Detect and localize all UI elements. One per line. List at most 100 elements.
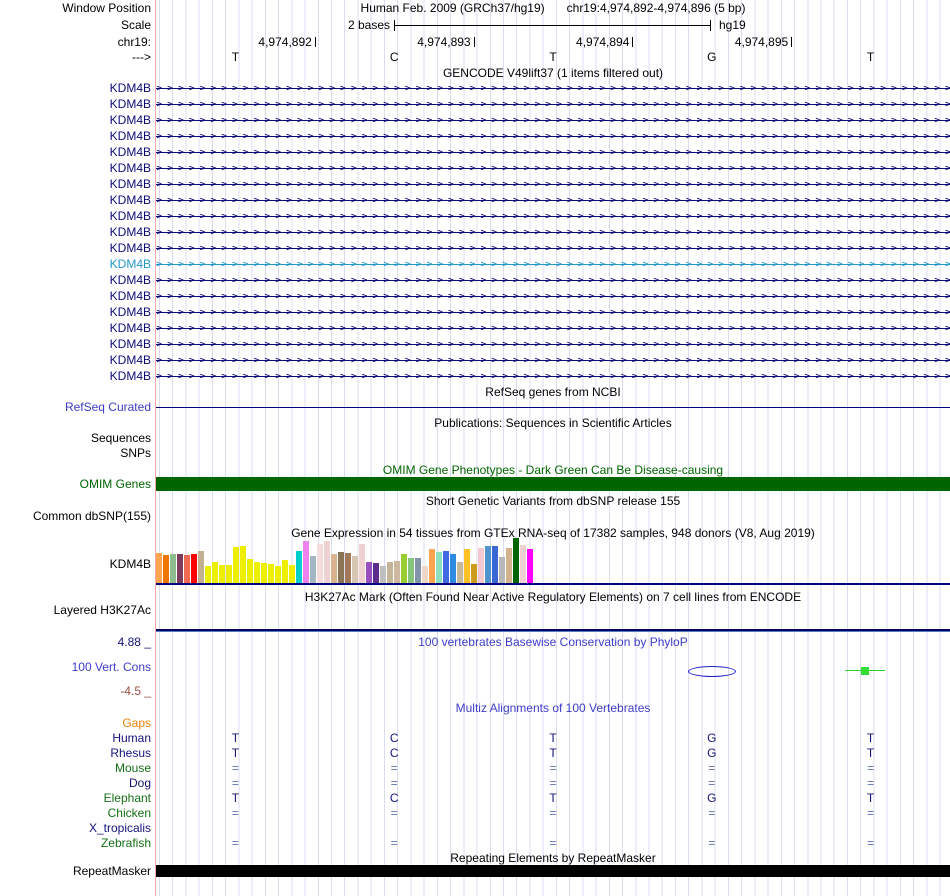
gtex-expression-bar[interactable] <box>373 563 379 583</box>
gtex-expression-bar[interactable] <box>485 546 491 583</box>
multiz-species-row[interactable]: Dog = = = = = <box>0 776 950 791</box>
gtex-expression-bar[interactable] <box>464 549 470 583</box>
gencode-transcript-label[interactable]: KDM4B <box>109 177 151 191</box>
multiz-species-label[interactable]: Dog <box>128 776 151 790</box>
gtex-expression-bar[interactable] <box>492 546 498 583</box>
repeatmasker-track-title[interactable]: Repeating Elements by RepeatMasker <box>450 851 656 865</box>
gtex-expression-bar[interactable] <box>331 554 337 583</box>
snps-label[interactable]: SNPs <box>120 446 151 460</box>
multiz-species-row[interactable]: Elephant T C T G T <box>0 791 950 806</box>
multiz-track-title[interactable]: Multiz Alignments of 100 Vertebrates <box>455 701 651 715</box>
multiz-species-label[interactable]: Zebrafish <box>100 836 151 850</box>
gtex-expression-bar[interactable] <box>289 565 295 583</box>
gtex-expression-bar[interactable] <box>513 538 519 583</box>
omim-gene-bar[interactable] <box>156 477 950 491</box>
gtex-expression-bar[interactable] <box>170 554 176 583</box>
gtex-expression-bar[interactable] <box>219 565 225 583</box>
multiz-species-row[interactable]: Gaps <box>0 716 950 731</box>
gtex-expression-bar[interactable] <box>499 557 505 583</box>
gencode-transcript-label[interactable]: KDM4B <box>109 193 151 207</box>
gencode-transcript-label[interactable]: KDM4B <box>109 337 151 351</box>
gencode-transcript-row[interactable]: KDM4B >>>>>>>>>>>>>>>>>>>>>>>>>>>>>>>>>>>… <box>0 272 950 288</box>
gencode-transcript-glyph[interactable]: >>>>>>>>>>>>>>>>>>>>>>>>>>>>>>>>>>>>>>>>… <box>156 352 950 368</box>
sequences-label[interactable]: Sequences <box>90 431 151 445</box>
gencode-transcript-label[interactable]: KDM4B <box>109 145 151 159</box>
gtex-expression-bar[interactable] <box>310 556 316 583</box>
phylop-positive-score-mark[interactable] <box>861 667 869 675</box>
gencode-transcript-glyph[interactable]: >>>>>>>>>>>>>>>>>>>>>>>>>>>>>>>>>>>>>>>>… <box>156 128 950 144</box>
gtex-expression-bar[interactable] <box>527 549 533 583</box>
gtex-expression-bar[interactable] <box>226 565 232 583</box>
gencode-transcript-glyph[interactable]: >>>>>>>>>>>>>>>>>>>>>>>>>>>>>>>>>>>>>>>>… <box>156 240 950 256</box>
gtex-expression-bar[interactable] <box>275 566 281 583</box>
gencode-transcript-row[interactable]: KDM4B >>>>>>>>>>>>>>>>>>>>>>>>>>>>>>>>>>>… <box>0 160 950 176</box>
gencode-transcript-label[interactable]: KDM4B <box>109 289 151 303</box>
multiz-species-label[interactable]: Rhesus <box>110 746 151 760</box>
gtex-expression-bar[interactable] <box>296 551 302 583</box>
gencode-transcript-glyph[interactable]: >>>>>>>>>>>>>>>>>>>>>>>>>>>>>>>>>>>>>>>>… <box>156 192 950 208</box>
gencode-transcript-row[interactable]: KDM4B >>>>>>>>>>>>>>>>>>>>>>>>>>>>>>>>>>>… <box>0 304 950 320</box>
dbsnp-track-title[interactable]: Short Genetic Variants from dbSNP releas… <box>425 494 681 508</box>
layered-h3k27ac-label[interactable]: Layered H3K27Ac <box>53 603 151 617</box>
multiz-species-row[interactable]: X_tropicalis <box>0 821 950 836</box>
gtex-expression-bar[interactable] <box>247 559 253 583</box>
gtex-expression-bar[interactable] <box>324 541 330 583</box>
gencode-transcript-glyph[interactable]: >>>>>>>>>>>>>>>>>>>>>>>>>>>>>>>>>>>>>>>>… <box>156 256 950 272</box>
gtex-expression-bar[interactable] <box>359 544 365 583</box>
multiz-species-row[interactable]: Rhesus T C T G T <box>0 746 950 761</box>
gtex-expression-bar[interactable] <box>478 548 484 583</box>
multiz-species-label[interactable]: Elephant <box>103 791 151 805</box>
gtex-expression-bar[interactable] <box>422 566 428 583</box>
gtex-expression-bar[interactable] <box>471 564 477 583</box>
gencode-transcript-glyph[interactable]: >>>>>>>>>>>>>>>>>>>>>>>>>>>>>>>>>>>>>>>>… <box>156 368 950 384</box>
gencode-transcript-label[interactable]: KDM4B <box>109 97 151 111</box>
gencode-transcript-row[interactable]: KDM4B >>>>>>>>>>>>>>>>>>>>>>>>>>>>>>>>>>>… <box>0 128 950 144</box>
gencode-transcript-label[interactable]: KDM4B <box>109 209 151 223</box>
gtex-expression-bar[interactable] <box>506 548 512 583</box>
gtex-expression-bar[interactable] <box>261 563 267 583</box>
gtex-expression-bar[interactable] <box>436 552 442 583</box>
gencode-transcript-row[interactable]: KDM4B >>>>>>>>>>>>>>>>>>>>>>>>>>>>>>>>>>>… <box>0 176 950 192</box>
gtex-expression-bar[interactable] <box>450 554 456 583</box>
gencode-track-title[interactable]: GENCODE V49lift37 (1 items filtered out) <box>442 66 664 80</box>
gtex-expression-bar[interactable] <box>401 554 407 583</box>
gtex-expression-bar[interactable] <box>380 566 386 583</box>
gtex-track-title[interactable]: Gene Expression in 54 tissues from GTEx … <box>291 526 815 540</box>
gtex-expression-bar[interactable] <box>457 562 463 583</box>
gencode-transcript-row[interactable]: KDM4B >>>>>>>>>>>>>>>>>>>>>>>>>>>>>>>>>>>… <box>0 96 950 112</box>
publications-track-title[interactable]: Publications: Sequences in Scientific Ar… <box>434 416 672 430</box>
multiz-species-label[interactable]: Gaps <box>122 716 151 730</box>
gencode-transcript-row[interactable]: KDM4B >>>>>>>>>>>>>>>>>>>>>>>>>>>>>>>>>>>… <box>0 192 950 208</box>
h3k27ac-track-title[interactable]: H3K27Ac Mark (Often Found Near Active Re… <box>304 590 802 604</box>
gencode-transcript-row[interactable]: KDM4B >>>>>>>>>>>>>>>>>>>>>>>>>>>>>>>>>>>… <box>0 288 950 304</box>
refseq-curated-label[interactable]: RefSeq Curated <box>64 400 151 414</box>
gencode-transcript-glyph[interactable]: >>>>>>>>>>>>>>>>>>>>>>>>>>>>>>>>>>>>>>>>… <box>156 224 950 240</box>
gencode-transcript-glyph[interactable]: >>>>>>>>>>>>>>>>>>>>>>>>>>>>>>>>>>>>>>>>… <box>156 304 950 320</box>
gencode-transcript-row[interactable]: KDM4B >>>>>>>>>>>>>>>>>>>>>>>>>>>>>>>>>>>… <box>0 224 950 240</box>
gtex-expression-bar[interactable] <box>156 553 162 583</box>
gtex-expression-bar[interactable] <box>184 555 190 583</box>
gencode-transcript-label[interactable]: KDM4B <box>109 369 151 383</box>
multiz-species-row[interactable]: Mouse = = = = = <box>0 761 950 776</box>
gtex-expression-bar[interactable] <box>205 566 211 583</box>
gtex-expression-bar[interactable] <box>198 551 204 583</box>
phylop-track-label[interactable]: 100 Vert. Cons <box>71 660 151 674</box>
gencode-transcript-row[interactable]: KDM4B >>>>>>>>>>>>>>>>>>>>>>>>>>>>>>>>>>>… <box>0 256 950 272</box>
gencode-transcript-row[interactable]: KDM4B >>>>>>>>>>>>>>>>>>>>>>>>>>>>>>>>>>>… <box>0 352 950 368</box>
gtex-expression-bar[interactable] <box>268 564 274 583</box>
repeatmasker-element-bar[interactable] <box>156 865 950 877</box>
multiz-species-label[interactable]: X_tropicalis <box>88 821 151 835</box>
gtex-expression-bar[interactable] <box>520 545 526 583</box>
gtex-expression-bar[interactable] <box>443 551 449 583</box>
gencode-transcript-glyph[interactable]: >>>>>>>>>>>>>>>>>>>>>>>>>>>>>>>>>>>>>>>>… <box>156 160 950 176</box>
gtex-expression-bar[interactable] <box>240 546 246 583</box>
multiz-species-row[interactable]: Human T C T G T <box>0 731 950 746</box>
gtex-expression-bar[interactable] <box>303 541 309 583</box>
gencode-transcript-glyph[interactable]: >>>>>>>>>>>>>>>>>>>>>>>>>>>>>>>>>>>>>>>>… <box>156 80 950 96</box>
gtex-expression-bar[interactable] <box>352 556 358 583</box>
gencode-transcript-label[interactable]: KDM4B <box>109 257 151 271</box>
gencode-transcript-label[interactable]: KDM4B <box>109 129 151 143</box>
gtex-expression-bar[interactable] <box>408 558 414 583</box>
gencode-transcript-label[interactable]: KDM4B <box>109 273 151 287</box>
omim-track-title[interactable]: OMIM Gene Phenotypes - Dark Green Can Be… <box>382 463 724 477</box>
